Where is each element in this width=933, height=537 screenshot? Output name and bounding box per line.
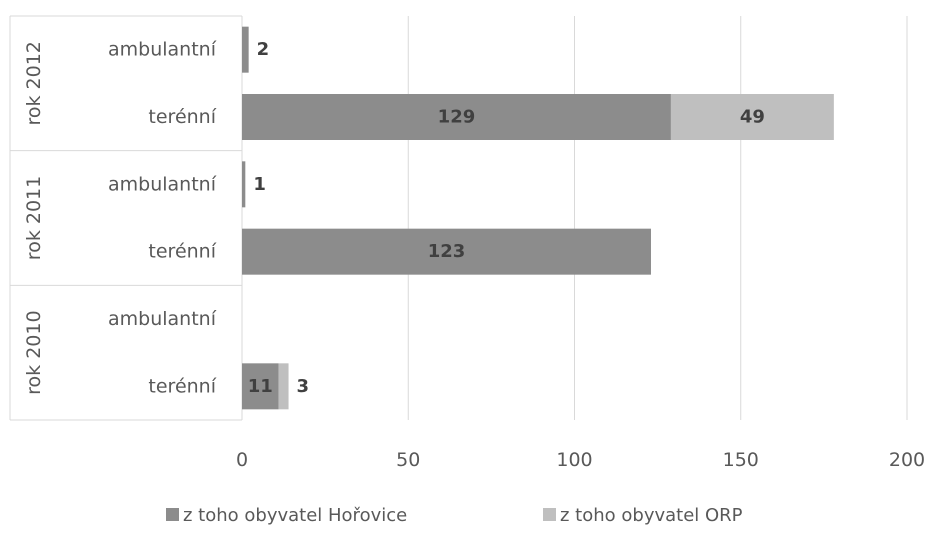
legend-swatch xyxy=(166,508,179,521)
bar-horovice xyxy=(242,161,246,208)
category-label: terénní xyxy=(148,375,216,397)
legend-label: z toho obyvatel Hořovice xyxy=(183,505,407,526)
group-label: rok 2012 xyxy=(23,41,45,125)
x-tick-label: 150 xyxy=(723,449,759,471)
category-label: ambulantní xyxy=(108,173,217,195)
data-label: 3 xyxy=(297,376,310,397)
group-label: rok 2010 xyxy=(23,310,45,394)
data-label: 123 xyxy=(428,241,466,262)
data-label: 49 xyxy=(740,107,765,128)
category-label: terénní xyxy=(148,241,216,263)
category-label: ambulantní xyxy=(108,39,217,61)
bar-horovice xyxy=(242,363,279,410)
legend-label: z toho obyvatel ORP xyxy=(560,505,743,526)
x-tick-label: 50 xyxy=(396,449,420,471)
bar-horovice xyxy=(242,228,651,275)
x-tick-label: 200 xyxy=(889,449,925,471)
bar-horovice xyxy=(242,94,671,140)
group-label: rok 2011 xyxy=(23,176,45,260)
x-tick-label: 0 xyxy=(236,449,248,471)
category-label: terénní xyxy=(148,106,216,128)
legend-swatch xyxy=(543,508,556,521)
data-label: 129 xyxy=(438,107,476,128)
bar-orp xyxy=(278,363,289,410)
data-label: 11 xyxy=(248,376,273,397)
data-label: 2 xyxy=(257,39,270,60)
x-tick-label: 100 xyxy=(556,449,592,471)
bar-horovice xyxy=(242,26,249,73)
data-label: 1 xyxy=(253,174,266,195)
category-label: ambulantní xyxy=(108,308,217,330)
bar-orp xyxy=(670,94,834,140)
